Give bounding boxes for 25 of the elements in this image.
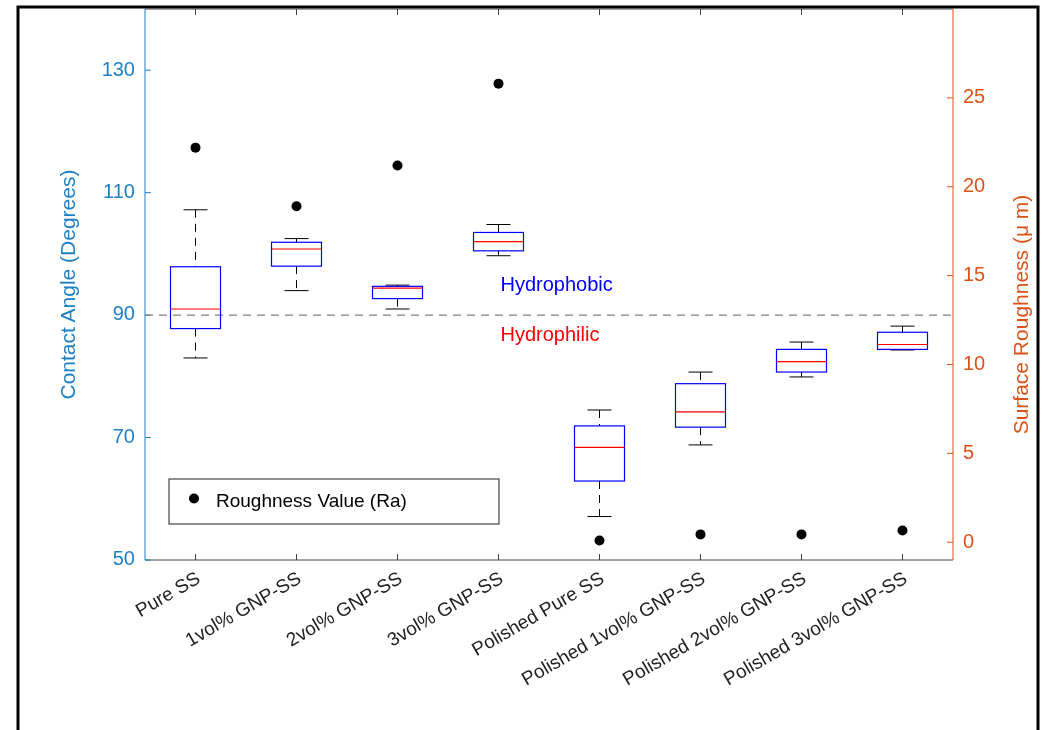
y2-tick-label: 25: [963, 85, 986, 108]
point: [392, 160, 403, 171]
point: [897, 525, 908, 536]
x-tick-label: Pure SS: [131, 567, 204, 621]
y2-tick-label: 20: [963, 174, 986, 197]
y-tick-label: 70: [112, 424, 135, 447]
point: [493, 78, 504, 89]
point: [190, 142, 201, 153]
y-tick-label: 110: [103, 179, 135, 202]
y-tick-label: 130: [101, 57, 135, 80]
y2-tick-label: 5: [963, 440, 975, 463]
y-tick-label: 90: [112, 302, 135, 325]
point: [796, 529, 807, 540]
y-axis-title: Contact Angle (Degrees): [56, 169, 79, 400]
y2-axis-title: Surface Roughness (μ m): [1009, 194, 1032, 435]
annotation: Hydrophobic: [500, 273, 613, 296]
annotation: Hydrophilic: [500, 323, 600, 346]
y2-tick-label: 15: [963, 262, 986, 285]
legend-label: Roughness Value (Ra): [216, 489, 407, 511]
y2-tick-label: 0: [963, 529, 975, 552]
y2-tick-label: 10: [963, 351, 986, 374]
y-tick-label: 50: [112, 547, 135, 570]
point: [695, 529, 706, 540]
point: [594, 535, 605, 546]
point: [291, 201, 302, 212]
